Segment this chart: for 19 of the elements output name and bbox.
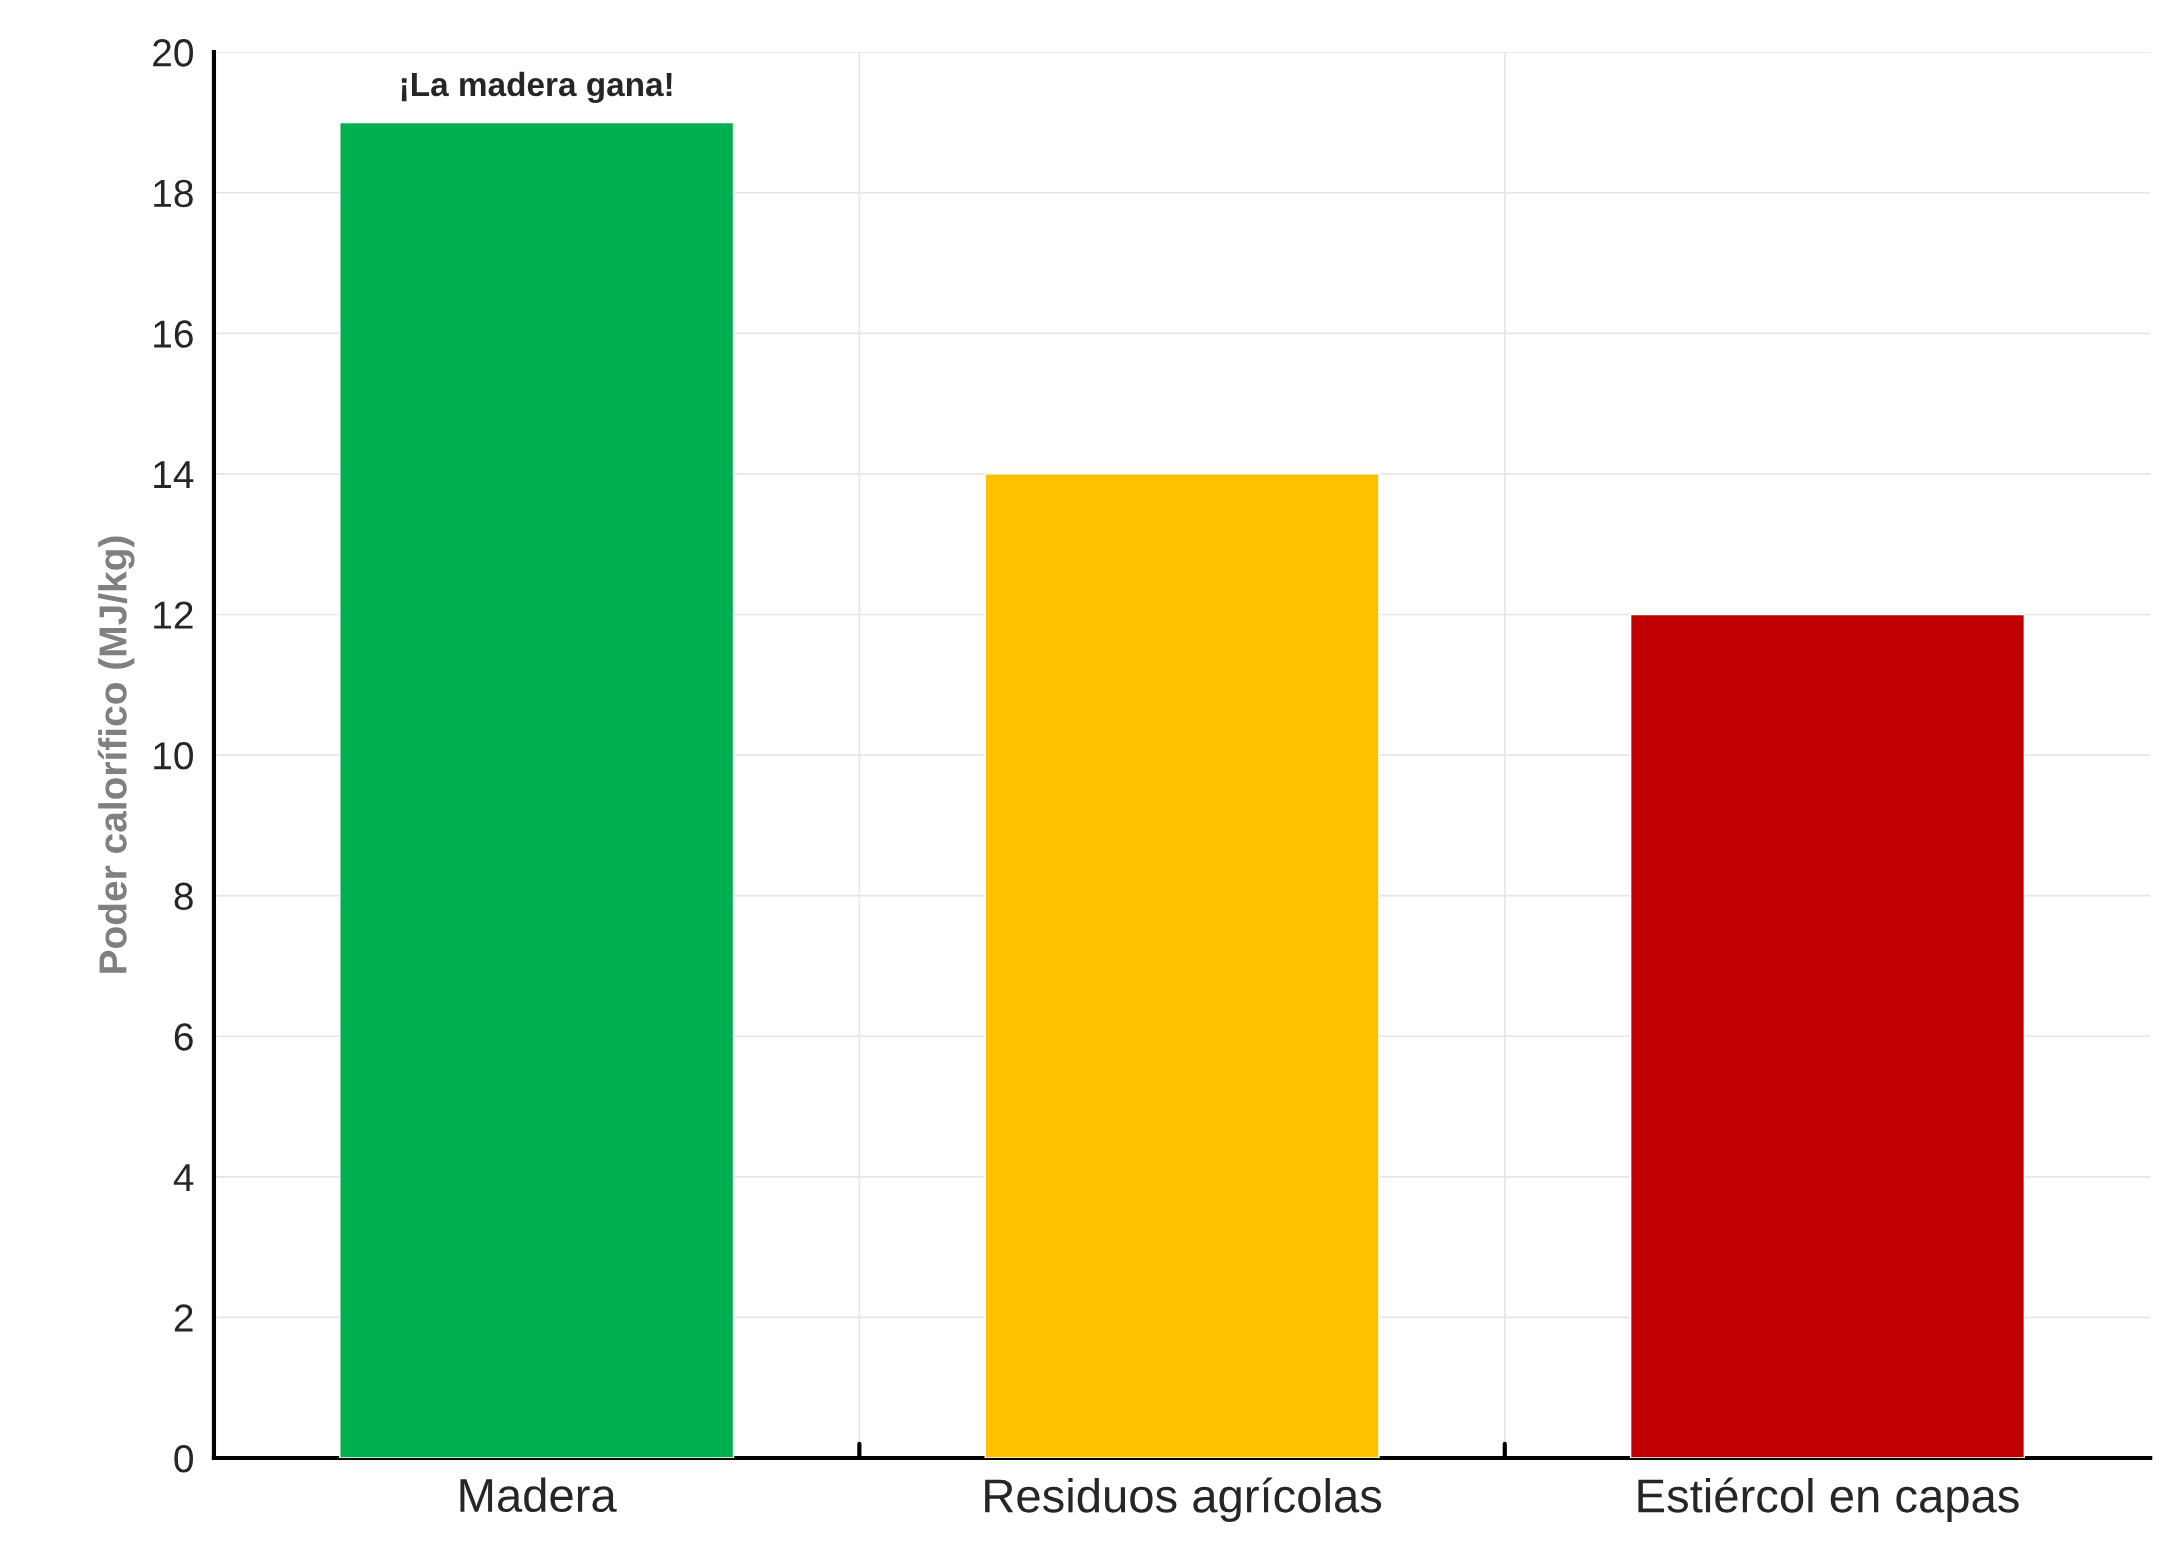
y-tick-label: 2 xyxy=(174,1304,193,1332)
y-axis-title: Poder calorífico (MJ/kg) xyxy=(97,536,135,973)
y-tick-label: 10 xyxy=(154,742,193,770)
bar xyxy=(339,121,735,1458)
y-tick-label: 0 xyxy=(174,1444,193,1473)
x-tick-label: Residuos agrícolas xyxy=(985,1477,1382,1522)
y-tick-label: 4 xyxy=(173,1164,194,1191)
bar xyxy=(984,473,1380,1458)
y-tick-label: 12 xyxy=(154,601,193,629)
y-tick-label: 8 xyxy=(174,882,193,911)
y-tick-label: 18 xyxy=(154,179,193,208)
bar xyxy=(1629,613,2026,1458)
y-tick-label: 20 xyxy=(153,39,193,67)
x-tick-label: Estiércol en capas xyxy=(1638,1477,2019,1522)
x-tick-label: Madera xyxy=(460,1477,617,1513)
y-tick-label: 14 xyxy=(154,461,194,488)
y-tick-label: 6 xyxy=(174,1023,193,1051)
y-tick-label: 16 xyxy=(154,320,193,348)
annotation: ¡La madera gana! xyxy=(401,71,672,104)
